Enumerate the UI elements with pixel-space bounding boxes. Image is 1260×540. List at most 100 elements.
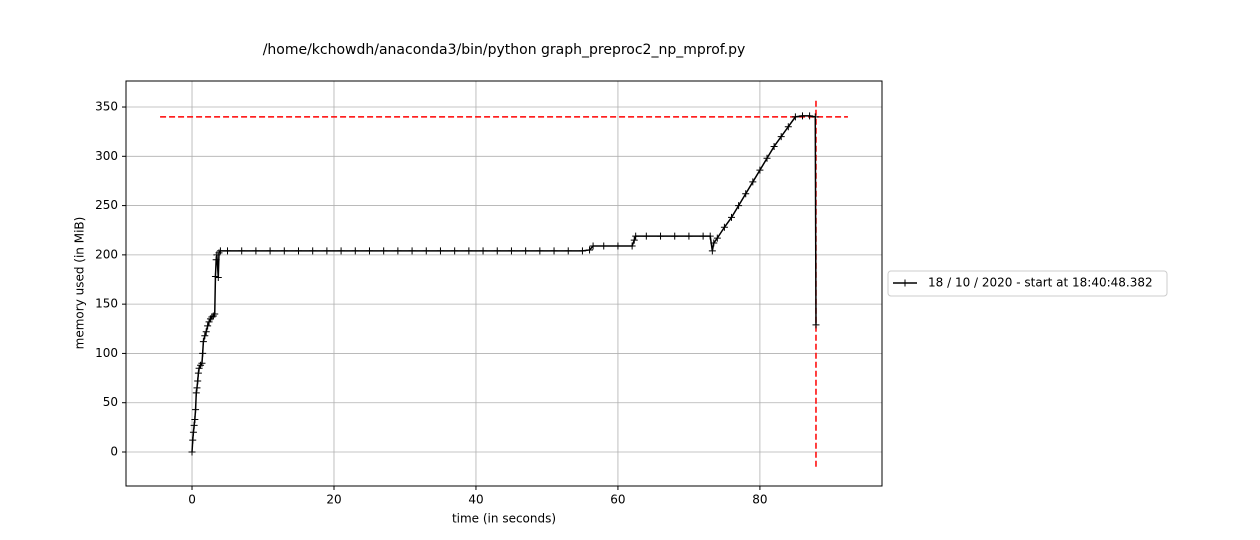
marker — [806, 112, 814, 120]
y-tick-label: 150 — [95, 297, 118, 311]
marker — [408, 247, 416, 255]
marker — [493, 247, 501, 255]
marker — [188, 448, 196, 456]
marker — [189, 428, 197, 436]
marker — [204, 322, 212, 330]
marker — [657, 232, 665, 240]
marker — [812, 321, 820, 329]
y-tick-label: 100 — [95, 346, 118, 360]
marker — [685, 232, 693, 240]
marker — [211, 273, 219, 281]
marker — [394, 247, 402, 255]
marker — [628, 242, 636, 250]
marker — [199, 338, 207, 346]
marker — [536, 247, 544, 255]
marker — [770, 142, 778, 150]
marker — [309, 247, 317, 255]
marker — [642, 232, 650, 240]
marker — [380, 247, 388, 255]
marker — [212, 256, 220, 264]
marker — [479, 247, 487, 255]
legend-label: 18 / 10 / 2020 - start at 18:40:48.382 — [928, 276, 1153, 290]
marker — [211, 310, 219, 318]
marker — [465, 247, 473, 255]
marker — [194, 377, 202, 385]
marker — [756, 166, 764, 174]
marker — [266, 247, 274, 255]
marker — [198, 359, 206, 367]
x-tick-label: 40 — [468, 493, 483, 507]
marker — [720, 223, 728, 231]
marker — [280, 247, 288, 255]
marker — [550, 247, 558, 255]
y-tick-label: 300 — [95, 149, 118, 163]
marker — [713, 234, 721, 242]
marker — [199, 349, 207, 357]
marker — [578, 247, 586, 255]
marker — [763, 154, 771, 162]
marker — [202, 328, 210, 336]
legend-marker — [901, 279, 909, 287]
marker — [671, 232, 679, 240]
marker — [192, 406, 200, 414]
x-tick-label: 60 — [610, 493, 625, 507]
y-axis-label: memory used (in MiB) — [73, 217, 87, 350]
marker — [208, 313, 216, 321]
marker — [522, 247, 530, 255]
chart-title: /home/kchowdh/anaconda3/bin/python graph… — [263, 42, 746, 58]
marker — [708, 247, 716, 255]
marker — [710, 239, 718, 247]
y-tick-label: 250 — [95, 198, 118, 212]
marker — [614, 242, 622, 250]
marker — [216, 247, 224, 255]
marker — [728, 213, 736, 221]
marker — [436, 247, 444, 255]
legend-box — [887, 270, 1168, 297]
y-tick-label: 0 — [110, 444, 118, 458]
x-tick-label: 20 — [326, 493, 341, 507]
y-tick-label: 50 — [103, 395, 118, 409]
marker — [224, 247, 232, 255]
marker — [351, 247, 359, 255]
marker — [252, 247, 260, 255]
marker — [451, 247, 459, 255]
marker — [189, 436, 197, 444]
marker — [201, 332, 209, 340]
marker — [205, 318, 213, 326]
marker — [191, 415, 199, 423]
marker — [195, 364, 203, 372]
marker — [699, 232, 707, 240]
y-tick-label: 350 — [95, 100, 118, 114]
marker — [784, 123, 792, 131]
marker — [791, 113, 799, 121]
marker — [735, 202, 743, 210]
marker — [586, 246, 594, 254]
marker — [811, 113, 819, 121]
marker — [193, 384, 201, 392]
marker — [630, 236, 638, 244]
marker — [422, 247, 430, 255]
memory-line — [191, 115, 817, 453]
marker — [742, 190, 750, 198]
marker — [192, 389, 200, 397]
x-tick-label: 0 — [188, 493, 196, 507]
marker — [589, 242, 597, 250]
marker — [507, 247, 515, 255]
x-axis-label: time (in seconds) — [452, 512, 556, 526]
plot-frame — [125, 80, 883, 487]
marker — [706, 232, 714, 240]
marker — [600, 242, 608, 250]
marker — [214, 274, 222, 282]
marker — [194, 369, 202, 377]
marker — [365, 247, 373, 255]
marker — [190, 421, 198, 429]
marker — [749, 178, 757, 186]
y-tick-label: 200 — [95, 247, 118, 261]
marker — [323, 247, 331, 255]
marker — [777, 133, 785, 141]
marker — [564, 247, 572, 255]
marker — [632, 232, 640, 240]
marker — [238, 247, 246, 255]
marker — [798, 112, 806, 120]
